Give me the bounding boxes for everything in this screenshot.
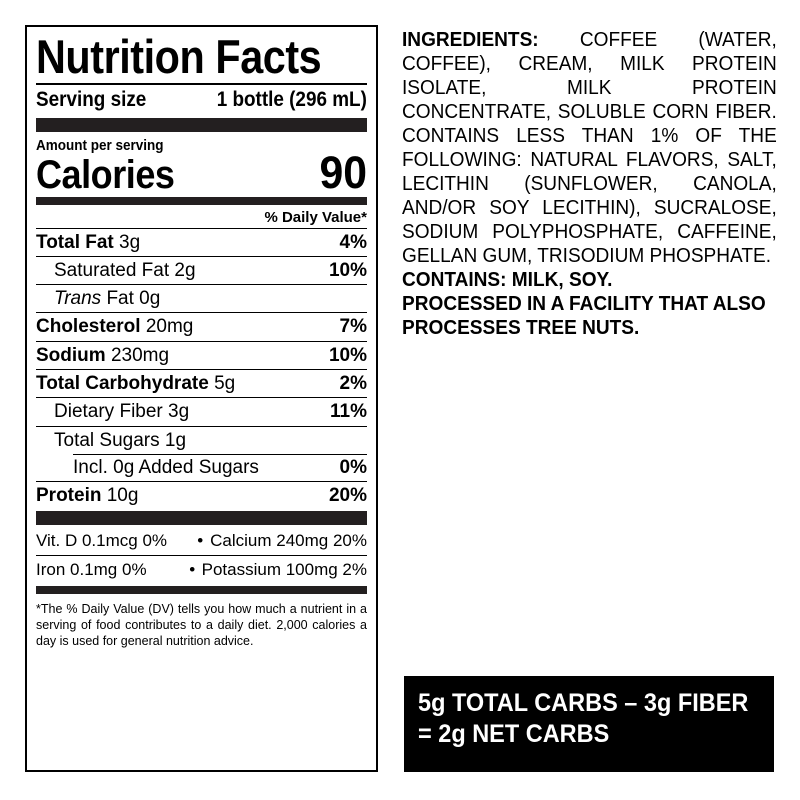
serving-size-row: Serving size 1 bottle (296 mL) <box>36 85 367 116</box>
nutrient-name: Total Sugars <box>54 429 160 451</box>
vitamin-right: Calcium 240mg 20% <box>210 531 367 551</box>
divider-above-footnote <box>36 586 367 595</box>
contains-statement: CONTAINS: MILK, SOY. <box>402 267 613 291</box>
divider-under-title <box>36 82 367 85</box>
amount-per-serving-label: Amount per serving <box>36 136 164 154</box>
nutrient-name: Total Fat <box>36 231 114 253</box>
table-row: Saturated Fat 2g 10% <box>36 255 367 284</box>
nutrient-amount: 3g <box>119 231 141 253</box>
divider-thick-bottom <box>36 511 367 526</box>
calories-label: Calories <box>36 152 175 197</box>
table-row: Trans Fat 0g <box>36 284 367 312</box>
table-row: Total Fat 3g 4% <box>36 227 367 256</box>
nutrient-amount: Fat 0g <box>106 288 161 310</box>
nutrient-amount: 10g <box>106 485 139 507</box>
table-row: Dietary Fiber 3g 11% <box>36 397 367 425</box>
nutrition-facts-panel: Nutrition Facts Serving size 1 bottle (2… <box>25 25 378 772</box>
calories-row: Calories 90 <box>36 146 367 198</box>
nutrient-name: Total Carbohydrate <box>36 373 209 395</box>
serving-size-label: Serving size <box>36 87 147 111</box>
nutrient-percent: 2% <box>339 373 367 395</box>
table-row: Incl. 0g Added Sugars 0% <box>36 453 367 481</box>
vitamin-left: Iron 0.1mg 0% <box>36 560 147 580</box>
nutrient-percent: 0% <box>339 456 367 478</box>
table-row: Iron 0.1mg 0% • Potassium 100mg 2% <box>36 555 367 584</box>
nutrient-amount: 1g <box>164 429 187 451</box>
panel-title: Nutrition Facts <box>36 30 322 83</box>
vitamin-left: Vit. D 0.1mcg 0% <box>36 531 168 551</box>
ingredients-paragraph: INGREDIENTS: COFFEE (WATER, COFFEE), CRE… <box>402 28 777 268</box>
daily-value-footnote: *The % Daily Value (DV) tells you how mu… <box>36 602 367 649</box>
bullet-icon: • <box>197 531 204 551</box>
nutrient-name: Dietary Fiber <box>54 401 163 423</box>
nutrient-amount: 5g <box>214 373 236 395</box>
ingredients-heading: INGREDIENTS: <box>402 28 539 51</box>
nutrient-name: Cholesterol <box>36 316 141 338</box>
daily-value-header: % Daily Value* <box>264 208 367 226</box>
table-row: Total Sugars 1g <box>36 425 367 454</box>
table-row: Total Carbohydrate 5g 2% <box>36 369 367 397</box>
nutrient-name: Saturated Fat <box>54 259 170 281</box>
nutrient-name: Incl. 0g Added Sugars <box>73 456 259 478</box>
table-row: Vit. D 0.1mcg 0% • Calcium 240mg 20% <box>36 527 367 555</box>
ingredients-block: INGREDIENTS: COFFEE (WATER, COFFEE), CRE… <box>402 28 777 340</box>
nutrient-amount: 230mg <box>110 344 170 366</box>
net-carbs-line-2: = 2g NET CARBS <box>418 719 610 748</box>
serving-size-value: 1 bottle (296 mL) <box>216 87 367 111</box>
net-carbs-line-1: 5g TOTAL CARBS – 3g FIBER <box>418 689 749 717</box>
nutrient-amount: 2g <box>174 259 196 281</box>
nutrient-name: Trans <box>54 288 102 310</box>
divider-under-calories <box>36 196 367 205</box>
nutrient-percent: 11% <box>330 401 367 423</box>
divider-thick-top <box>36 117 367 132</box>
nutrient-name: Protein <box>36 485 102 507</box>
net-carbs-callout: 5g TOTAL CARBS – 3g FIBER = 2g NET CARBS <box>404 676 774 772</box>
nutrient-percent: 4% <box>339 231 367 253</box>
nutrient-amount: 3g <box>168 401 190 423</box>
table-row: Cholesterol 20mg 7% <box>36 312 367 340</box>
calories-value: 90 <box>319 146 367 198</box>
nutrient-name: Sodium <box>36 344 106 366</box>
nutrient-percent: 7% <box>339 316 367 338</box>
nutrient-amount: 20mg <box>145 316 194 338</box>
bullet-icon: • <box>189 560 196 580</box>
ingredients-text: COFFEE (WATER, COFFEE), CREAM, MILK PROT… <box>402 28 777 267</box>
nutrient-percent: 10% <box>328 259 367 281</box>
table-row: Sodium 230mg 10% <box>36 340 367 369</box>
nutrient-percent: 10% <box>328 344 367 366</box>
table-row: Protein 10g 20% <box>36 481 367 509</box>
allergen-processing-statement: PROCESSED IN A FACILITY THAT ALSO PROCES… <box>402 291 766 339</box>
vitamin-right: Potassium 100mg 2% <box>201 560 367 580</box>
nutrient-percent: 20% <box>328 485 367 507</box>
